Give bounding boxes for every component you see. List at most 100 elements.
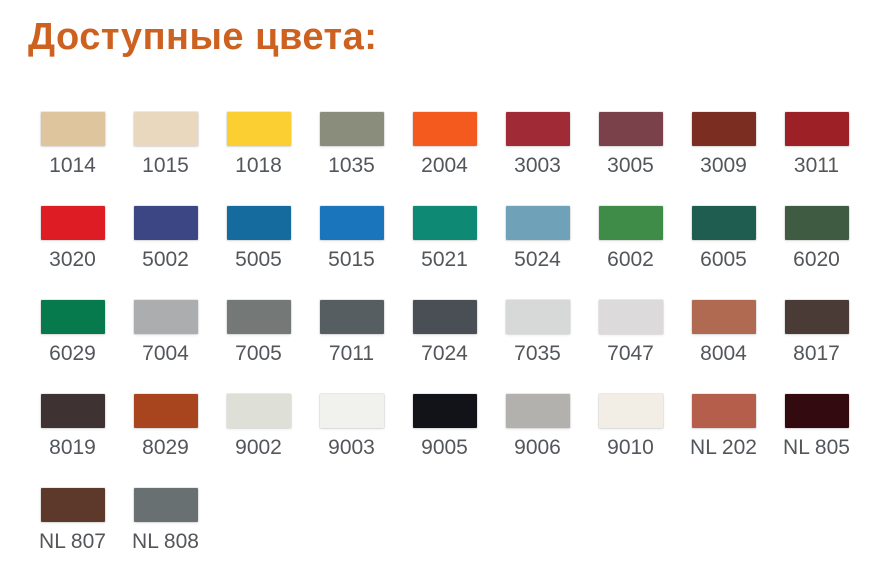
color-code-label: 6029 xyxy=(49,342,96,365)
color-swatch xyxy=(319,300,384,334)
color-swatch xyxy=(598,394,663,428)
color-swatch-cell: 7004 xyxy=(119,300,212,394)
color-code-label: 5002 xyxy=(142,248,189,271)
color-swatch-cell: 7011 xyxy=(305,300,398,394)
color-swatch xyxy=(319,206,384,240)
color-code-label: 8004 xyxy=(700,342,747,365)
color-grid: 1014 1015 1018 1035 2004 3003 3005 3009 … xyxy=(26,112,889,569)
color-swatch xyxy=(319,112,384,146)
color-code-label: NL 808 xyxy=(132,530,199,553)
color-swatch xyxy=(505,394,570,428)
color-swatch xyxy=(226,300,291,334)
color-code-label: 3011 xyxy=(793,154,840,177)
page-title: Доступные цвета: xyxy=(28,16,378,58)
color-code-label: 7024 xyxy=(421,342,468,365)
color-swatch-cell: 1015 xyxy=(119,112,212,206)
color-swatch xyxy=(40,206,105,240)
color-swatch xyxy=(598,112,663,146)
color-swatch-cell: 1035 xyxy=(305,112,398,206)
color-code-label: 9005 xyxy=(421,436,468,459)
color-swatch-cell: 8017 xyxy=(770,300,863,394)
color-swatch xyxy=(133,112,198,146)
color-swatch-cell: 6002 xyxy=(584,206,677,300)
color-code-label: 7004 xyxy=(142,342,189,365)
color-swatch-cell: 9002 xyxy=(212,394,305,488)
color-swatch xyxy=(133,300,198,334)
color-swatch-cell: 3011 xyxy=(770,112,863,206)
color-code-label: 6005 xyxy=(700,248,747,271)
color-code-label: 7035 xyxy=(514,342,561,365)
color-swatch-cell: 5024 xyxy=(491,206,584,300)
color-code-label: 5021 xyxy=(421,248,468,271)
color-code-label: 3003 xyxy=(514,154,561,177)
color-swatch xyxy=(412,300,477,334)
color-code-label: 9002 xyxy=(235,436,282,459)
color-swatch-cell: 7005 xyxy=(212,300,305,394)
color-swatch xyxy=(319,394,384,428)
color-code-label: NL 807 xyxy=(39,530,106,553)
color-swatch-cell: 5021 xyxy=(398,206,491,300)
color-swatch xyxy=(784,300,849,334)
color-swatch-cell: 1018 xyxy=(212,112,305,206)
color-swatch-cell: 9006 xyxy=(491,394,584,488)
color-code-label: NL 805 xyxy=(783,436,850,459)
color-code-label: 8017 xyxy=(793,342,840,365)
color-swatch xyxy=(412,112,477,146)
color-swatch-cell: 6020 xyxy=(770,206,863,300)
color-swatch xyxy=(505,206,570,240)
color-swatch xyxy=(226,112,291,146)
color-code-label: 7005 xyxy=(235,342,282,365)
color-swatch xyxy=(505,300,570,334)
color-code-label: 9010 xyxy=(607,436,654,459)
color-swatch xyxy=(691,394,756,428)
color-swatch-cell: 5005 xyxy=(212,206,305,300)
color-swatch xyxy=(691,300,756,334)
color-swatch-cell: 2004 xyxy=(398,112,491,206)
color-swatch xyxy=(226,206,291,240)
color-swatch xyxy=(40,300,105,334)
color-code-label: NL 202 xyxy=(690,436,757,459)
color-swatch-cell: 6029 xyxy=(26,300,119,394)
color-swatch xyxy=(412,394,477,428)
color-swatch-cell: 9010 xyxy=(584,394,677,488)
color-swatch xyxy=(40,394,105,428)
color-code-label: 1014 xyxy=(49,154,96,177)
color-swatch-cell: NL 202 xyxy=(677,394,770,488)
color-swatch-cell: 3020 xyxy=(26,206,119,300)
color-code-label: 6020 xyxy=(793,248,840,271)
color-swatch-cell: NL 807 xyxy=(26,488,119,569)
color-code-label: 7011 xyxy=(328,342,375,365)
color-code-label: 7047 xyxy=(607,342,654,365)
color-swatch-cell: 9005 xyxy=(398,394,491,488)
color-swatch xyxy=(226,394,291,428)
color-swatch-cell: 8029 xyxy=(119,394,212,488)
color-code-label: 5024 xyxy=(514,248,561,271)
color-swatch-cell: 3009 xyxy=(677,112,770,206)
color-swatch xyxy=(784,394,849,428)
color-swatch xyxy=(412,206,477,240)
color-swatch xyxy=(784,112,849,146)
color-code-label: 3020 xyxy=(49,248,96,271)
color-code-label: 5015 xyxy=(328,248,375,271)
color-code-label: 3009 xyxy=(700,154,747,177)
color-swatch xyxy=(784,206,849,240)
color-swatch xyxy=(133,206,198,240)
color-swatch-cell: 8004 xyxy=(677,300,770,394)
color-swatch xyxy=(598,300,663,334)
color-code-label: 2004 xyxy=(421,154,468,177)
color-swatch xyxy=(40,488,105,522)
color-swatch xyxy=(133,394,198,428)
color-code-label: 3005 xyxy=(607,154,654,177)
color-swatch-cell: 8019 xyxy=(26,394,119,488)
color-swatch xyxy=(691,206,756,240)
color-code-label: 9003 xyxy=(328,436,375,459)
color-swatch-cell: NL 805 xyxy=(770,394,863,488)
color-code-label: 1015 xyxy=(142,154,189,177)
color-swatch xyxy=(505,112,570,146)
color-swatch-cell: 3003 xyxy=(491,112,584,206)
color-swatch xyxy=(40,112,105,146)
color-swatch-cell: 7035 xyxy=(491,300,584,394)
color-swatch xyxy=(133,488,198,522)
color-swatch xyxy=(598,206,663,240)
